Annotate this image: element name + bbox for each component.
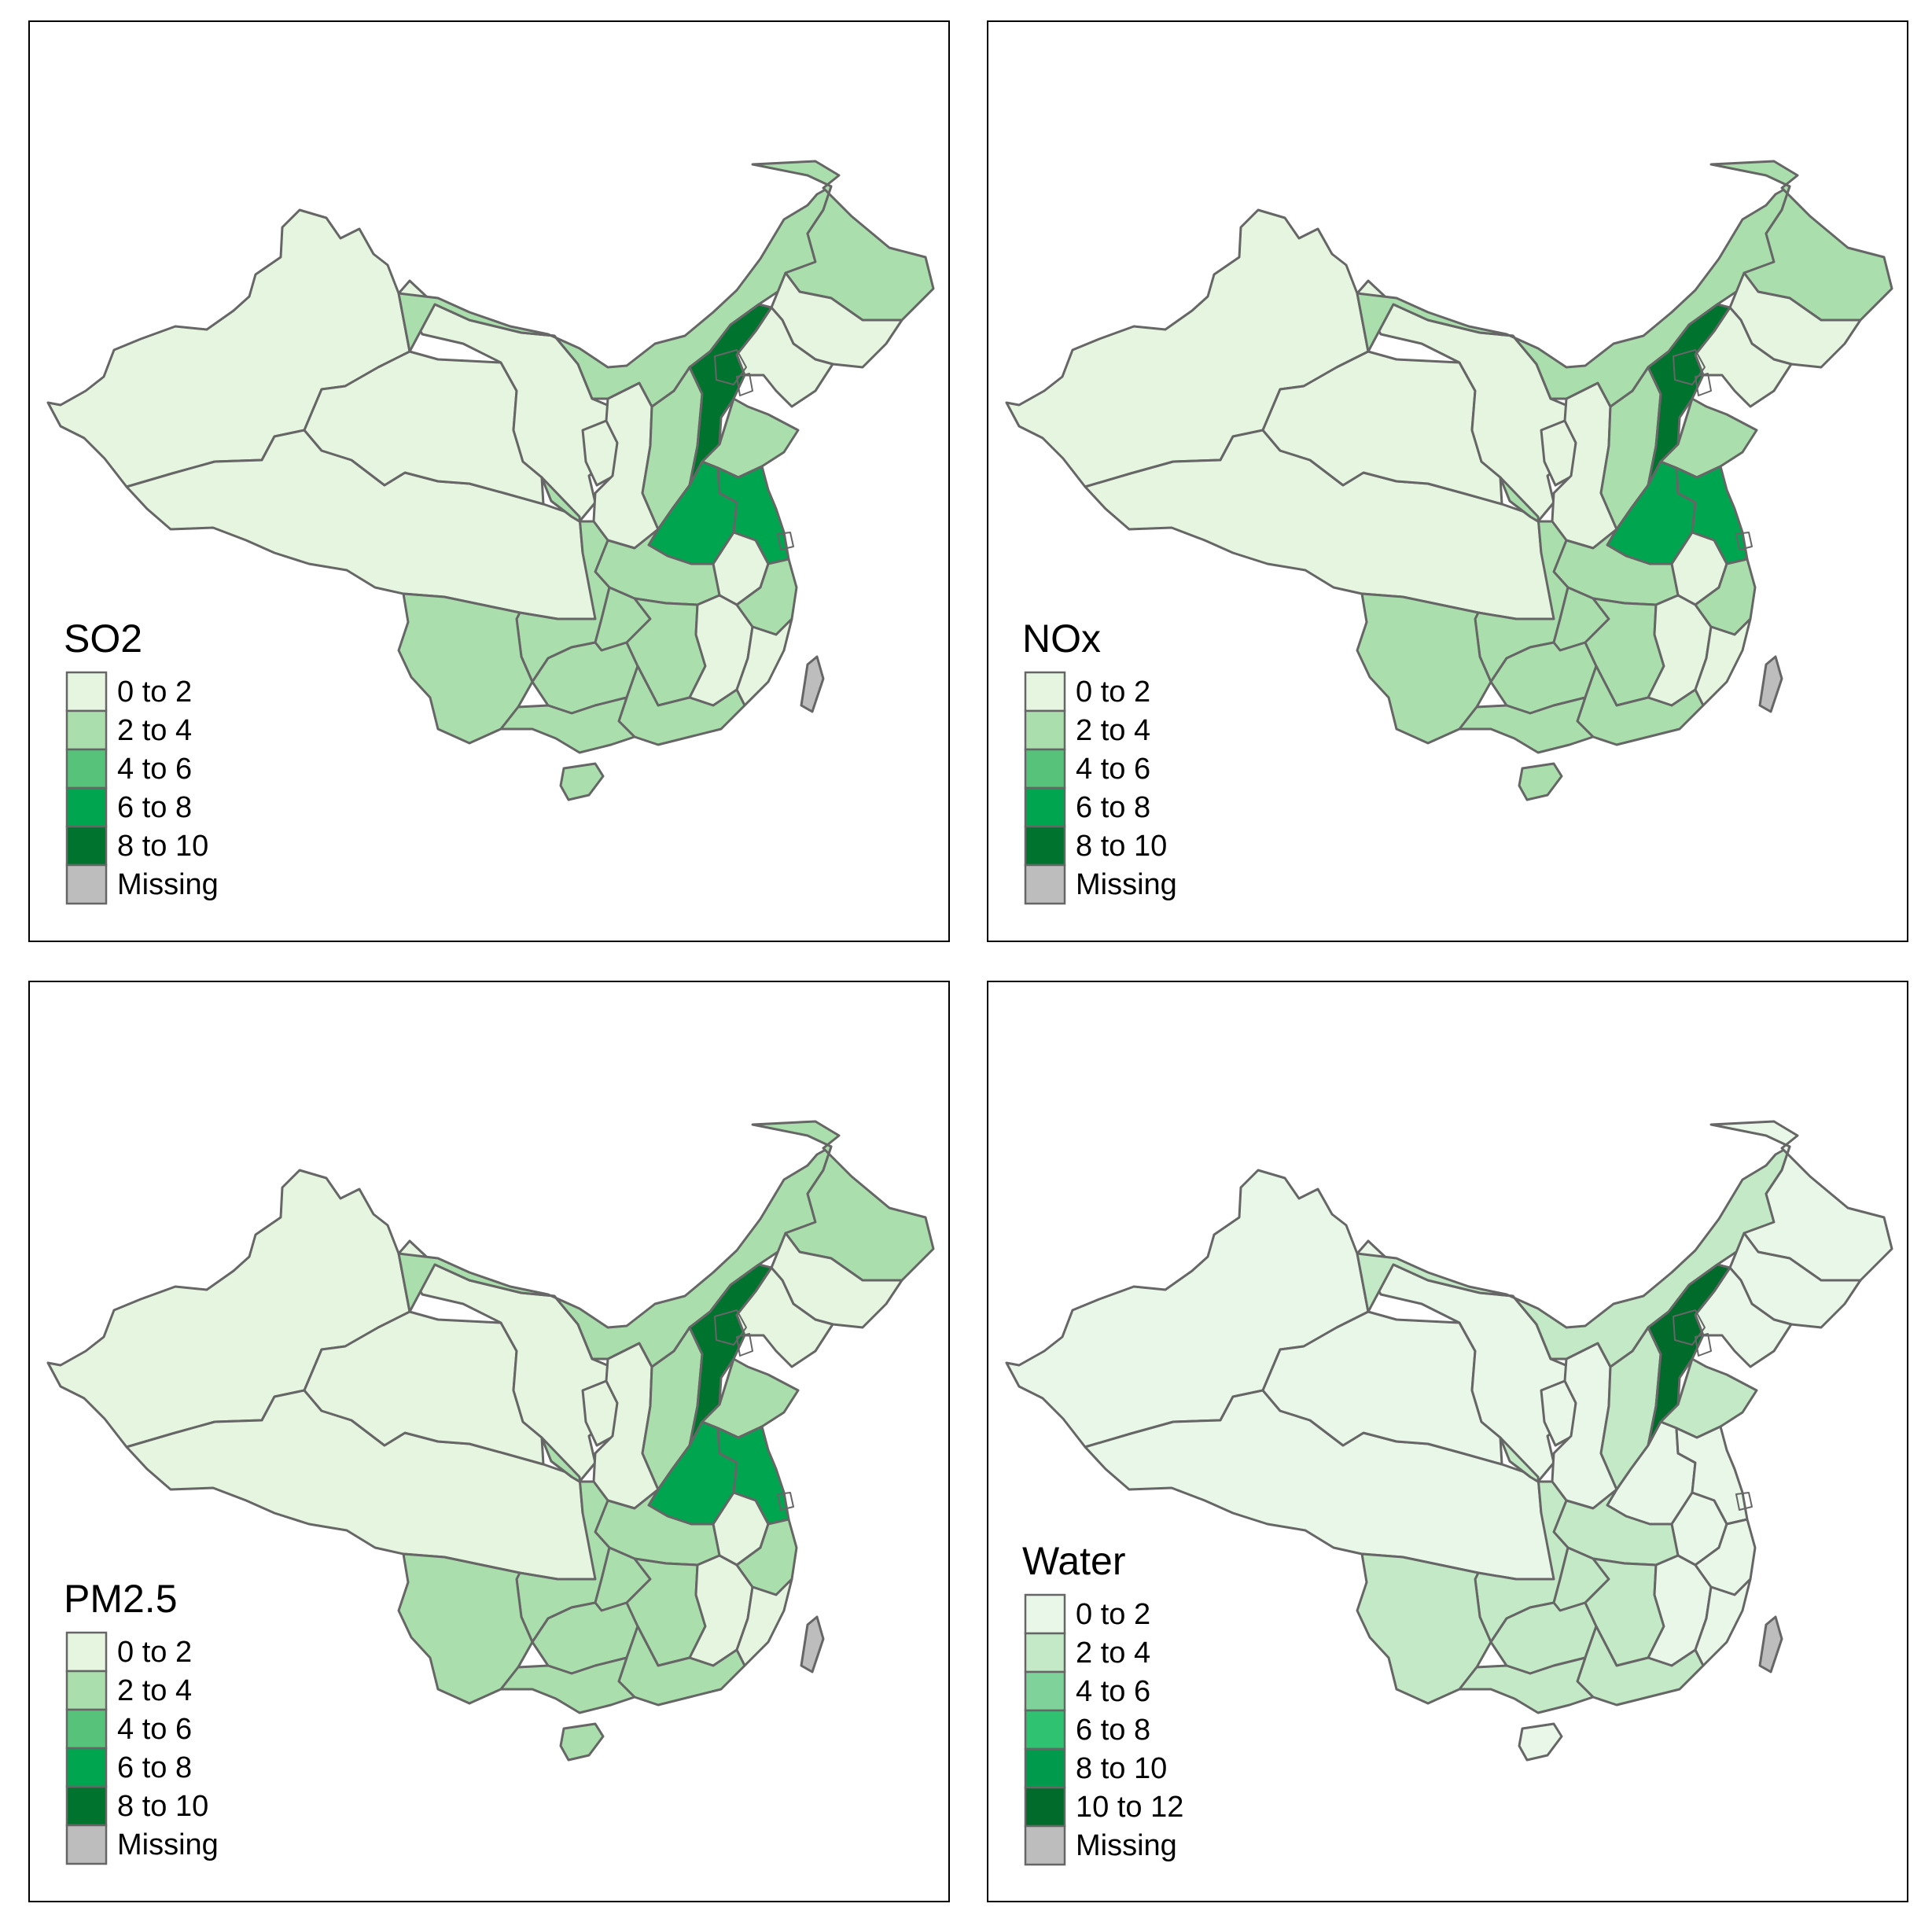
map-provinces [46,160,935,801]
legend-label: 0 to 2 [117,1636,192,1669]
legend-label: 4 to 6 [1076,1675,1150,1708]
province-hainan [1518,762,1563,801]
municipality-boundary [1735,1492,1753,1511]
legend-swatch [1024,1632,1066,1673]
legend-swatch [1024,1670,1066,1712]
legend-label: 6 to 8 [1076,791,1150,824]
legend-swatch [1024,1786,1066,1828]
legend-swatch [1024,825,1066,867]
province-taiwan [1758,655,1783,713]
province-taiwan [1758,1615,1783,1673]
legend-swatch [1024,1709,1066,1751]
legend-swatch [65,786,108,828]
map-provinces [46,1120,935,1762]
legend-label: 8 to 10 [117,1790,208,1823]
legend-label: 4 to 6 [117,753,192,786]
legend-label: Missing [117,868,219,901]
legend-label: Missing [117,1828,219,1861]
province-taiwan [800,1615,825,1673]
legend-swatch [65,1631,108,1673]
panel-water: Water 0 to 2 2 to 4 4 to 6 6 to 8 8 to 10 10 … [987,981,1908,1902]
province-guangxi [499,696,636,754]
legend-label: 6 to 8 [117,791,192,824]
legend-label: 0 to 2 [1076,1598,1150,1631]
municipality-boundary [1735,532,1753,550]
legend-swatch [65,709,108,751]
legend: 0 to 2 2 to 4 4 to 6 6 to 8 8 to 10 10 to 12 M… [1024,1593,1183,1866]
province-fujian [1694,1578,1752,1667]
legend-swatch [1024,1747,1066,1789]
legend-label: 0 to 2 [117,676,192,709]
legend-label: 2 to 4 [1076,1637,1150,1670]
panel-so2: SO2 0 to 2 2 to 4 4 to 6 6 to 8 8 to 10 Missi… [28,20,950,942]
legend-swatch [65,671,108,712]
legend-swatch [65,1747,108,1788]
legend-label: 10 to 12 [1076,1791,1183,1824]
panel-pm25: PM2.5 0 to 2 2 to 4 4 to 6 6 to 8 8 to 10 Mis… [28,981,950,1902]
municipality-boundary [1695,373,1712,396]
legend: 0 to 2 2 to 4 4 to 6 6 to 8 8 to 10 Missing [1024,671,1177,905]
municipality-boundary [736,1333,753,1357]
province-hainan [559,762,605,801]
legend-swatch [65,1670,108,1711]
province-fujian [735,1578,793,1667]
legend-label: 2 to 4 [1076,714,1150,747]
legend-label: 4 to 6 [1076,753,1150,786]
province-guangxi [1458,696,1595,754]
legend-title: NOx [1022,617,1101,661]
legend-label: 4 to 6 [117,1713,192,1746]
legend-label: 2 to 4 [117,714,192,747]
legend-swatch [1024,748,1066,790]
province-guangxi [499,1656,636,1714]
municipality-boundary [777,1492,794,1511]
province-guangxi [1458,1656,1595,1714]
province-hainan [1518,1722,1563,1762]
legend-swatch [65,1824,108,1865]
municipality-boundary [1695,1333,1712,1357]
legend-swatch [1024,1824,1066,1866]
province-taiwan [800,655,825,713]
legend-label: 6 to 8 [117,1751,192,1784]
legend-swatch [1024,1593,1066,1635]
municipality-boundary [777,532,794,550]
legend-swatch [65,1708,108,1750]
legend-label: 8 to 10 [1076,1752,1167,1785]
province-fujian [1694,617,1752,707]
map-provinces [1005,160,1893,801]
legend-swatch [1024,671,1066,712]
legend-swatch [65,825,108,867]
legend-swatch [1024,709,1066,751]
province-fujian [735,617,793,707]
legend-label: Missing [1076,1829,1177,1862]
municipality-boundary [736,373,753,396]
legend-title: Water [1022,1539,1126,1583]
legend-title: PM2.5 [64,1577,178,1621]
legend-swatch [1024,863,1066,905]
province-hainan [559,1722,605,1762]
legend-swatch [1024,786,1066,828]
legend: 0 to 2 2 to 4 4 to 6 6 to 8 8 to 10 Missing [65,1631,219,1865]
legend-label: 0 to 2 [1076,676,1150,709]
legend-label: 8 to 10 [117,830,208,863]
legend-swatch [65,1785,108,1827]
legend-label: Missing [1076,868,1177,901]
map-provinces [1005,1120,1893,1762]
legend-label: 6 to 8 [1076,1714,1150,1747]
legend-swatch [65,863,108,905]
legend-swatch [65,748,108,790]
legend-label: 2 to 4 [117,1674,192,1707]
legend: 0 to 2 2 to 4 4 to 6 6 to 8 8 to 10 Missing [65,671,219,905]
legend-title: SO2 [64,617,142,661]
legend-label: 8 to 10 [1076,830,1167,863]
panel-nox: NOx 0 to 2 2 to 4 4 to 6 6 to 8 8 to 10 Missi… [987,20,1908,942]
